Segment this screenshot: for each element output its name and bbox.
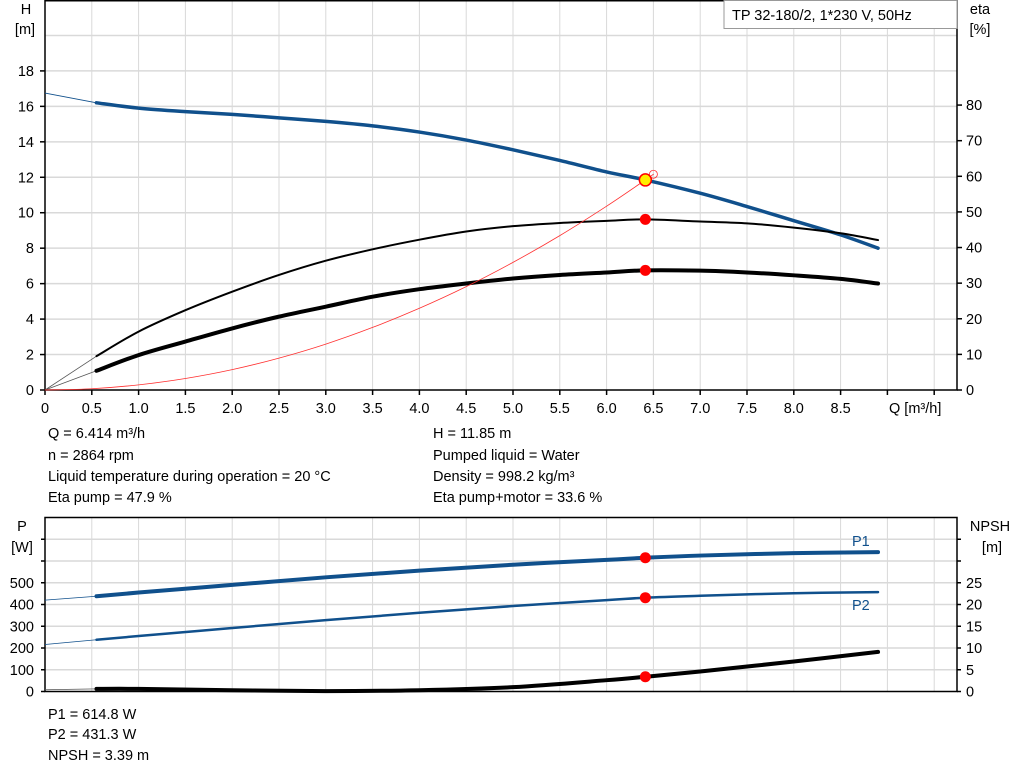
y-tick-label: 0 [26, 383, 34, 399]
x-tick-label: 0 [41, 401, 49, 417]
y2-tick-label: 20 [966, 598, 982, 614]
y-axis-label-p: P [17, 519, 27, 535]
curve-extension [44, 92, 97, 104]
eta-total-operating-point [639, 264, 651, 276]
x-tick-label: 2.5 [269, 401, 289, 417]
info-pumped-liquid: Pumped liquid = Water [433, 448, 580, 464]
y-axis-unit-p: [W] [11, 540, 33, 556]
x-tick-label: 4.0 [409, 401, 429, 417]
curve-extension [44, 355, 97, 391]
info-liquid-temp: Liquid temperature during operation = 20… [48, 469, 331, 485]
x-axis-label-q: Q [m³/h] [889, 401, 941, 417]
y-tick-label: 400 [10, 598, 34, 614]
x-tick-label: 4.5 [456, 401, 476, 417]
x-tick-label: 7.5 [737, 401, 757, 417]
x-tick-label: 8.0 [784, 401, 804, 417]
eta-total-curve [94, 268, 881, 373]
head-operating-point [638, 173, 653, 187]
info-head: H = 11.85 m [433, 426, 511, 442]
y-tick-label: 16 [18, 99, 34, 115]
y2-tick-label: 20 [966, 312, 982, 328]
y-tick-label: 0 [26, 685, 34, 701]
y-tick-label: 8 [26, 241, 34, 257]
x-tick-label: 5.5 [550, 401, 570, 417]
bottom-chart-curves [44, 550, 881, 694]
y2-axis-label-npsh: NPSH [970, 519, 1010, 535]
top-chart-curves [44, 92, 881, 391]
x-tick-label: 3.0 [316, 401, 336, 417]
info-density: Density = 998.2 kg/m³ [433, 469, 575, 485]
y2-tick-label: 50 [966, 205, 982, 221]
y-tick-label: 6 [26, 277, 34, 293]
info-eta-pump: Eta pump = 47.9 % [48, 490, 172, 506]
x-tick-label: 8.5 [831, 401, 851, 417]
y-tick-label: 10 [18, 206, 34, 222]
eta-pump-curve [95, 218, 880, 358]
y2-tick-label: 80 [966, 98, 982, 114]
y2-axis-label-eta: eta [970, 2, 991, 18]
y2-tick-label: 30 [966, 276, 982, 292]
y-tick-label: 4 [26, 312, 34, 328]
y2-tick-label: 15 [966, 619, 982, 635]
pump-title: TP 32-180/2, 1*230 V, 50Hz [732, 8, 912, 24]
p2-curve [95, 590, 880, 641]
y-tick-label: 300 [10, 619, 34, 635]
head-curve [94, 101, 880, 250]
y2-tick-label: 60 [966, 169, 982, 185]
curve-extension [44, 639, 97, 645]
info-p2: P2 = 431.3 W [48, 727, 137, 743]
x-tick-label: 1.5 [175, 401, 195, 417]
info-speed: n = 2864 rpm [48, 448, 134, 464]
curve-extension [44, 370, 97, 391]
npsh-operating-point [639, 671, 651, 683]
info-flow: Q = 6.414 m³/h [48, 426, 145, 442]
bottom-chart-grid: 0 100 200 300 400 500 0 5 10 15 20 25 [10, 516, 982, 701]
x-tick-label: 6.0 [597, 401, 617, 417]
y-axis-unit-h: [m] [15, 22, 35, 38]
info-p1: P1 = 614.8 W [48, 707, 137, 723]
npsh-curve [94, 649, 881, 694]
y2-tick-label: 25 [966, 576, 982, 592]
series-label-p1: P1 [852, 534, 870, 550]
top-chart-grid: 0 0.5 1.0 1.5 2.0 2.5 3.0 3.5 4.0 4.5 5.0 5.5 6.0 6.5… [18, 0, 982, 417]
y2-tick-label: 10 [966, 347, 982, 363]
plot-frame [44, 0, 958, 391]
curve-extension [44, 688, 97, 691]
x-tick-label: 3.5 [363, 401, 383, 417]
y-tick-label: 18 [18, 64, 34, 80]
y2-tick-label: 70 [966, 134, 982, 150]
eta-pump-operating-point [639, 213, 651, 225]
y2-tick-label: 0 [966, 383, 974, 399]
x-tick-label: 7.0 [690, 401, 710, 417]
y-tick-label: 100 [10, 663, 34, 679]
y2-tick-label: 40 [966, 241, 982, 257]
y-tick-label: 2 [26, 348, 34, 364]
x-tick-label: 0.5 [82, 401, 102, 417]
curve-extension [44, 595, 97, 601]
y2-tick-label: 5 [966, 663, 974, 679]
y2-tick-label: 10 [966, 641, 982, 657]
p1-operating-point [639, 552, 651, 564]
p1-curve [94, 550, 881, 599]
y2-tick-label: 0 [966, 685, 974, 701]
x-tick-label: 6.5 [643, 401, 663, 417]
x-tick-label: 2.0 [222, 401, 242, 417]
y2-axis-unit-eta: [%] [970, 22, 991, 38]
info-npsh: NPSH = 3.39 m [48, 748, 149, 764]
info-eta-total: Eta pump+motor = 33.6 % [433, 490, 602, 506]
system-curve-end-marker [649, 169, 658, 179]
x-tick-label: 1.0 [129, 401, 149, 417]
y-tick-label: 500 [10, 576, 34, 592]
y2-axis-unit-npsh: [m] [982, 540, 1002, 556]
y-tick-label: 200 [10, 641, 34, 657]
system-curve [44, 173, 654, 391]
x-tick-label: 5.0 [503, 401, 523, 417]
y-axis-label-h: H [21, 2, 31, 18]
p2-operating-point [639, 592, 651, 604]
title-box [723, 0, 958, 29]
series-label-p2: P2 [852, 598, 870, 614]
y-tick-label: 12 [18, 170, 34, 186]
y-tick-label: 14 [18, 135, 34, 151]
